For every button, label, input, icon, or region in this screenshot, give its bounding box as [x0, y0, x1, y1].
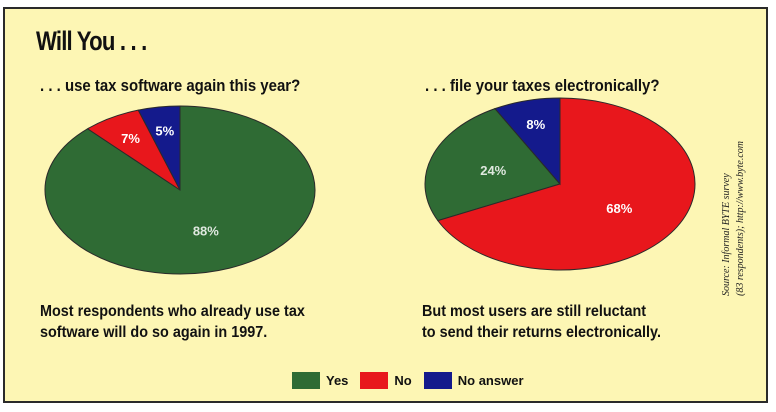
pie-label-yes: 88% — [193, 224, 219, 239]
left-caption: Most respondents who already use tax sof… — [40, 301, 305, 343]
legend-swatch-yes — [292, 372, 320, 389]
pie-label-yes: 24% — [480, 163, 506, 178]
legend-item-no: No — [360, 372, 412, 389]
legend-label-no-answer: No answer — [457, 373, 524, 388]
pie-slice-yes — [424, 108, 561, 222]
legend-label-yes: Yes — [326, 373, 349, 388]
right-caption: But most users are still reluctant to se… — [422, 301, 661, 343]
legend: Yes No No answer — [292, 372, 536, 389]
pie-slice-no-answer — [494, 97, 561, 186]
left-chart-title: . . . use tax software again this year? — [40, 76, 301, 95]
right-caption-line-2: to send their returns electronically. — [422, 324, 662, 341]
source-line-1: Source: Informal BYTE survey — [721, 173, 732, 296]
legend-swatch-no — [360, 372, 389, 389]
legend-item-no-answer: No answer — [423, 372, 524, 389]
legend-swatch-no-answer — [423, 372, 452, 389]
right-chart-title: . . . file your taxes electronically? — [425, 76, 660, 95]
pie-label-no: 7% — [121, 131, 140, 146]
left-caption-line-2: software will do so again in 1997. — [40, 324, 268, 341]
legend-item-yes: Yes — [292, 372, 348, 389]
pie-label-no-answer: 8% — [526, 117, 545, 132]
right-pie-chart: 24% 68% 8% — [424, 97, 696, 271]
left-pie-chart: 88% 7% 5% — [44, 105, 316, 275]
pie-slice-no — [437, 97, 696, 271]
legend-label-no: No — [394, 373, 412, 388]
right-caption-line-1: But most users are still reluctant — [422, 303, 647, 320]
pie-label-no-answer: 5% — [155, 123, 174, 138]
pie-label-no: 68% — [606, 201, 632, 216]
pie-slice-no-answer — [137, 105, 181, 191]
source-note: Source: Informal BYTE survey (83 respond… — [720, 96, 776, 306]
source-line-2: (83 respondents); http://www.byte.com — [735, 141, 746, 296]
left-caption-line-1: Most respondents who already use tax — [40, 303, 305, 320]
chart-title: Will You . . . — [36, 26, 147, 56]
